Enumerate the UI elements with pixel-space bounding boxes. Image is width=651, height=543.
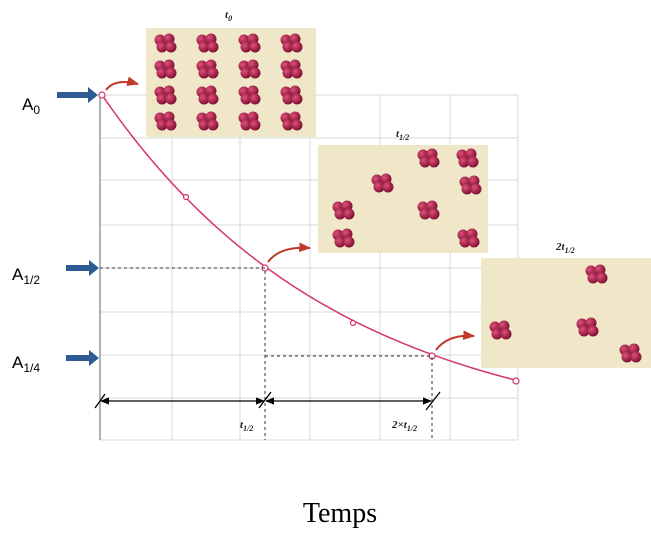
time-mark: t1/2 — [240, 419, 253, 433]
molecule — [577, 318, 599, 337]
atom — [344, 209, 355, 220]
atom — [429, 157, 440, 168]
atom — [208, 120, 219, 131]
molecule — [333, 201, 355, 220]
level-label: A0 — [22, 95, 40, 117]
time-sub: 1/2 — [243, 424, 253, 433]
atom — [501, 329, 512, 340]
molecule — [197, 112, 219, 131]
atom — [292, 68, 303, 79]
molecule — [620, 344, 642, 363]
atom — [166, 94, 177, 105]
molecule — [460, 176, 482, 195]
panel-sub: 1/2 — [565, 246, 575, 255]
molecule — [586, 265, 608, 284]
molecule — [457, 149, 479, 168]
panel-label: 2t1/2 — [555, 241, 575, 255]
level-arrows — [57, 87, 99, 366]
level-base: A — [12, 265, 24, 284]
atom — [166, 120, 177, 131]
molecule — [239, 34, 261, 53]
panel-label: t0 — [225, 9, 232, 23]
molecule — [281, 34, 303, 53]
level-label: A1/2 — [12, 265, 40, 287]
molecule — [239, 112, 261, 131]
atom — [250, 94, 261, 105]
molecule — [197, 60, 219, 79]
level-base: A — [12, 353, 24, 372]
x-axis-label: Temps — [303, 498, 377, 529]
molecule — [197, 34, 219, 53]
atom — [292, 42, 303, 53]
molecule — [155, 112, 177, 131]
atom — [292, 94, 303, 105]
molecule — [333, 229, 355, 248]
molecule — [490, 321, 512, 340]
molecule — [155, 86, 177, 105]
time-mark: 2×t1/2 — [391, 419, 417, 433]
atom — [208, 42, 219, 53]
molecule — [372, 174, 394, 193]
level-sub: 1/4 — [23, 361, 40, 375]
panel-sub: 1/2 — [399, 133, 409, 142]
molecule — [239, 86, 261, 105]
atom — [468, 157, 479, 168]
atom — [631, 352, 642, 363]
level-sub: 1/2 — [23, 273, 40, 287]
atom — [166, 42, 177, 53]
atom — [250, 42, 261, 53]
atom — [469, 237, 480, 248]
atom — [208, 68, 219, 79]
time-sub: 1/2 — [407, 424, 417, 433]
molecule — [155, 60, 177, 79]
atom — [597, 273, 608, 284]
panel-label: t1/2 — [396, 128, 409, 142]
molecule — [197, 86, 219, 105]
level-base: A — [22, 95, 34, 114]
interval-arrows — [95, 392, 440, 410]
time-prefix: 2× — [391, 419, 404, 431]
molecule — [418, 149, 440, 168]
guide-lines — [100, 268, 432, 440]
atom — [250, 68, 261, 79]
atom — [166, 68, 177, 79]
atom — [208, 94, 219, 105]
half-life-diagram: A0 A1/2 A1/4 t0 t1/2 2t1/2 t1/2 2×t1/2 T… — [0, 0, 651, 543]
atom — [250, 120, 261, 131]
molecule — [418, 201, 440, 220]
atom — [344, 237, 355, 248]
atom — [471, 184, 482, 195]
panel-sub: 0 — [228, 14, 232, 23]
molecule — [239, 60, 261, 79]
molecule — [281, 112, 303, 131]
molecule — [281, 60, 303, 79]
atom — [588, 326, 599, 337]
atom — [292, 120, 303, 131]
atom — [429, 209, 440, 220]
atom — [383, 182, 394, 193]
molecule — [458, 229, 480, 248]
level-label: A1/4 — [12, 353, 40, 375]
molecule — [281, 86, 303, 105]
molecule — [155, 34, 177, 53]
level-sub: 0 — [33, 103, 40, 117]
